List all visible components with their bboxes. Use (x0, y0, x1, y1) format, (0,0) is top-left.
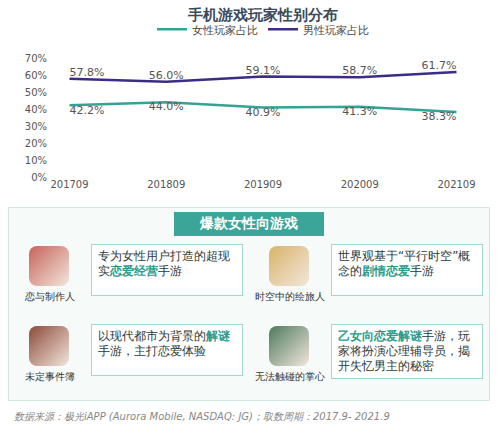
svg-text:男性玩家占比: 男性玩家占比 (303, 24, 369, 37)
svg-text:50%: 50% (25, 87, 47, 98)
svg-text:56.0%: 56.0% (149, 69, 184, 82)
html-text:数据来源：极光iAPP (Aurora Mobile, NA: 数据来源：极光iAPP (Aurora Mobile, NASDAQ: JG)；… (14, 411, 390, 422)
html-text:世界观基于“平行时空”概念的剧情恋爱手游: 世界观基于“平行时空”概念的剧情恋爱手游 (338, 249, 471, 278)
svg-text:女性玩家占比: 女性玩家占比 (192, 24, 258, 37)
html-text:以现代都市为背景的解谜: 以现代都市为背景的解谜 (98, 329, 230, 343)
html-text:恋与制作人: 恋与制作人 (25, 291, 75, 302)
svg-text:202009: 202009 (341, 179, 379, 190)
svg-text:38.3%: 38.3% (422, 110, 457, 123)
svg-text:60%: 60% (25, 70, 47, 81)
svg-text:41.3%: 41.3% (342, 105, 377, 118)
svg-text:40.9%: 40.9% (246, 106, 281, 119)
svg-text:61.7%: 61.7% (422, 59, 457, 72)
svg-text:0%: 0% (31, 172, 47, 183)
html-text:专为女性用户打造的超现实恋爱经营手游: 专为女性用户打造的超现实恋爱经营手游 (98, 249, 230, 278)
svg-text:57.8%: 57.8% (70, 66, 105, 79)
svg-text:202109: 202109 (437, 179, 475, 190)
svg-text:70%: 70% (25, 53, 47, 64)
svg-text:20%: 20% (25, 138, 47, 149)
html-text:手游，主打恋爱体验: 手游，主打恋爱体验 (98, 344, 206, 358)
html-text:未定事件簿: 未定事件簿 (25, 371, 75, 382)
svg-text:201709: 201709 (50, 179, 88, 190)
svg-text:40%: 40% (25, 104, 47, 115)
svg-text:201809: 201809 (147, 179, 185, 190)
svg-text:30%: 30% (25, 121, 47, 132)
svg-text:10%: 10% (25, 155, 47, 166)
svg-text:42.2%: 42.2% (70, 104, 105, 117)
html-text:时空中的绘旅人: 时空中的绘旅人 (255, 291, 325, 302)
svg-text:59.1%: 59.1% (246, 64, 281, 77)
html-text:爆款女性向游戏: 爆款女性向游戏 (200, 215, 298, 231)
svg-text:58.7%: 58.7% (342, 64, 377, 77)
html-text:无法触碰的掌心: 无法触碰的掌心 (255, 371, 325, 382)
html-text:乙女向恋爱解谜手游，玩家将扮演心理辅导员，揭开失忆男主的秘密: 乙女向恋爱解谜手游，玩家将扮演心理辅导员，揭开失忆男主的秘密 (338, 329, 470, 373)
svg-text:201909: 201909 (244, 179, 282, 190)
svg-text:手机游戏玩家性别分布: 手机游戏玩家性别分布 (187, 6, 338, 24)
svg-text:44.0%: 44.0% (149, 100, 184, 113)
